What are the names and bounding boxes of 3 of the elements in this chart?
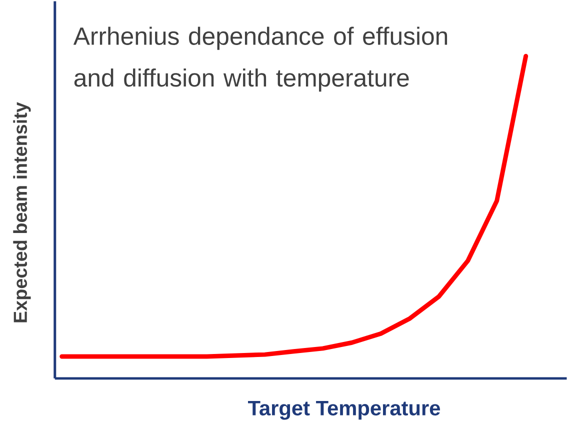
y-axis-title: Expected beam intensity [13,102,31,322]
x-axis-title: Target Temperature [248,400,440,420]
annotation: Arrhenius dependance of effusion and diffusion with temperature [73,26,448,92]
